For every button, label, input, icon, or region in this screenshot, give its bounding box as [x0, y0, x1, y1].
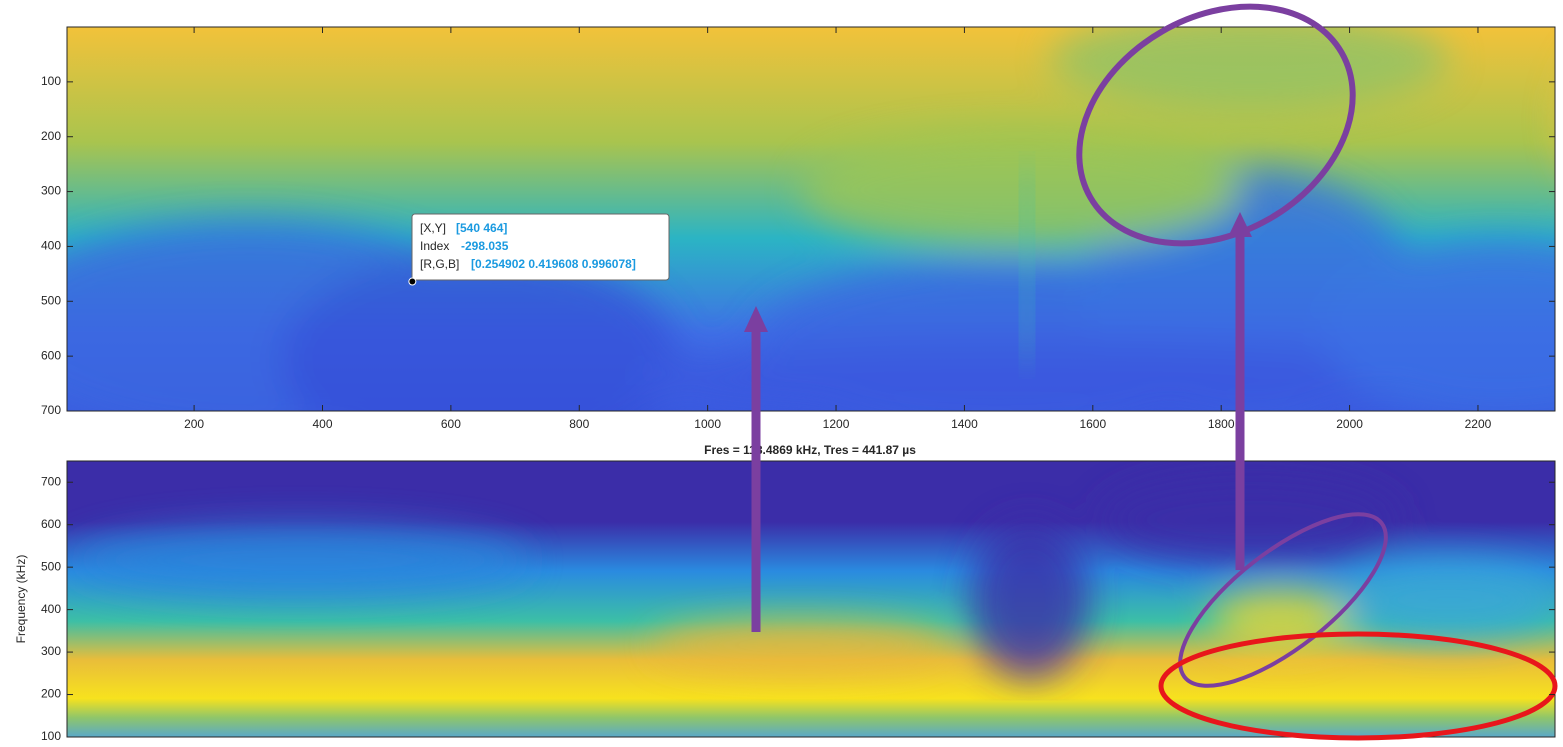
y-axis-label: Frequency (kHz)	[14, 555, 28, 644]
datatip-marker	[409, 278, 416, 285]
y-tick-label: 200	[41, 129, 61, 143]
y-tick-label: 600	[41, 348, 61, 362]
chart-title: Fres = 118.4869 kHz, Tres = 441.87 µs	[704, 443, 916, 457]
y-tick-label: 400	[41, 602, 61, 616]
datatip-label: Index	[420, 239, 449, 253]
datatip-label: [X,Y]	[420, 221, 446, 235]
figure: Fres = 118.4869 kHz, Tres = 441.87 µs Fr…	[0, 0, 1563, 742]
y-tick-label: 700	[41, 474, 61, 488]
datatip-value: -298.035	[461, 239, 509, 253]
y-tick-label: 500	[41, 559, 61, 573]
x-tick-label: 600	[441, 417, 461, 431]
x-tick-label: 1400	[951, 417, 978, 431]
datatip: [X,Y] [540 464] Index -298.035 [R,G,B] […	[409, 214, 669, 285]
y-tick-label: 200	[41, 687, 61, 701]
y-tick-label: 100	[41, 729, 61, 742]
y-tick-label: 700	[41, 403, 61, 417]
top-image	[0, 10, 1563, 470]
y-tick-label: 600	[41, 517, 61, 531]
x-tick-label: 1000	[694, 417, 721, 431]
y-tick-label: 400	[41, 239, 61, 253]
x-tick-label: 1600	[1079, 417, 1106, 431]
x-tick-label: 2200	[1465, 417, 1492, 431]
bottom-image	[67, 461, 1560, 737]
y-tick-label: 500	[41, 293, 61, 307]
datatip-value: [0.254902 0.419608 0.996078]	[471, 257, 636, 271]
x-tick-label: 800	[569, 417, 589, 431]
x-tick-label: 1800	[1208, 417, 1235, 431]
y-tick-label: 300	[41, 644, 61, 658]
y-tick-label: 300	[41, 184, 61, 198]
x-tick-label: 1200	[823, 417, 850, 431]
x-tick-label: 2000	[1336, 417, 1363, 431]
x-tick-label: 400	[312, 417, 332, 431]
datatip-label: [R,G,B]	[420, 257, 459, 271]
x-tick-label: 200	[184, 417, 204, 431]
datatip-value: [540 464]	[456, 221, 507, 235]
y-tick-label: 100	[41, 74, 61, 88]
